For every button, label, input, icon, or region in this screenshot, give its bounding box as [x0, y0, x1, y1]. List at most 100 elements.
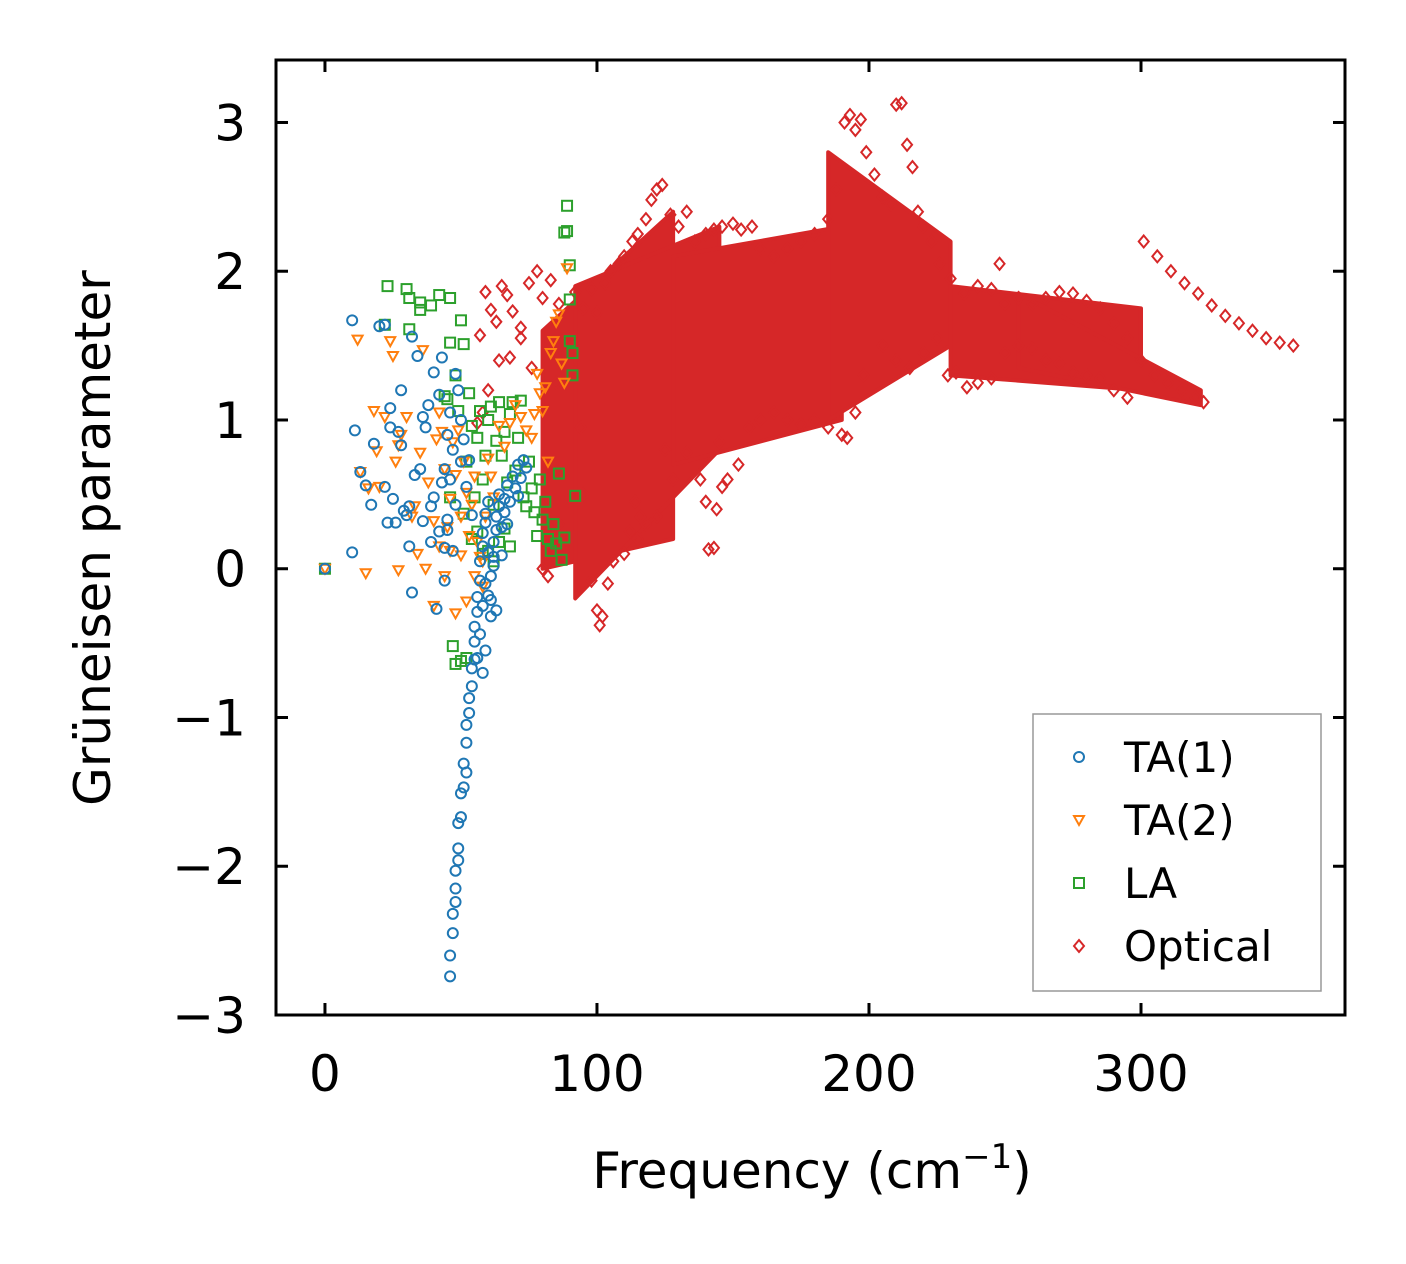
- optical-point: [849, 122, 862, 138]
- ta-1-point: [416, 515, 429, 528]
- y-axis-label: Grüneisen parameter: [64, 270, 122, 806]
- la-point: [561, 199, 574, 212]
- optical-point: [1066, 285, 1080, 302]
- ta-1-point: [446, 907, 459, 920]
- ta-1-point: [386, 492, 399, 505]
- optical-point: [699, 494, 713, 510]
- optical-point: [1121, 390, 1134, 406]
- ta-1-point: [406, 330, 419, 343]
- optical-point: [794, 233, 808, 250]
- optical-point: [707, 540, 721, 556]
- optical-point: [944, 271, 957, 287]
- ta-1-point: [454, 413, 467, 426]
- optical-point: [1134, 352, 1148, 369]
- ta-2-point: [465, 499, 479, 512]
- optical-point: [544, 272, 558, 288]
- optical-point: [876, 338, 889, 354]
- ta-2-point: [552, 309, 566, 322]
- ta-1-point: [487, 559, 500, 572]
- ta-2-point: [367, 406, 381, 419]
- ta-1-point: [395, 384, 408, 397]
- ta-1-point: [512, 489, 525, 502]
- optical-point: [917, 219, 930, 235]
- optical-point: [889, 97, 903, 113]
- la-point: [476, 473, 489, 486]
- optical-point: [680, 204, 694, 220]
- ta-1-point: [430, 602, 443, 615]
- la-point: [463, 387, 476, 400]
- ta-2-point: [372, 481, 387, 494]
- ta-1-point: [479, 644, 492, 657]
- la-point: [444, 336, 457, 349]
- optical-point: [596, 608, 609, 624]
- ta-1-point: [346, 546, 359, 559]
- ta-1-point: [395, 439, 408, 452]
- legend-box: [1032, 713, 1322, 992]
- la-point: [555, 553, 568, 566]
- optical-point: [1107, 315, 1121, 331]
- ta-1-point: [471, 591, 484, 604]
- ta-1-point: [403, 540, 416, 553]
- optical-point: [617, 546, 631, 562]
- ta-2-point: [530, 368, 544, 381]
- ta-2-point: [454, 511, 468, 524]
- optical-point: [1107, 382, 1121, 398]
- ta-2-point: [448, 608, 463, 621]
- ta-1-point: [479, 507, 492, 520]
- y-tick-label: −1: [172, 689, 246, 747]
- optical-point: [495, 278, 509, 294]
- optical-point: [1191, 285, 1205, 302]
- optical-point: [857, 367, 870, 383]
- ta-1-point: [460, 480, 473, 493]
- optical-point: [631, 531, 645, 547]
- ta-1-point: [452, 842, 465, 855]
- ta-2-point: [503, 417, 517, 431]
- ta-1-point: [454, 811, 467, 824]
- optical-point: [985, 281, 998, 297]
- ta-1-point: [438, 463, 451, 476]
- optical-point: [1273, 335, 1287, 351]
- ta-1-point: [392, 425, 405, 438]
- ta-1-point: [452, 384, 465, 397]
- optical-point: [1246, 323, 1259, 339]
- legend-marker-optical: [1072, 938, 1086, 954]
- optical-point: [1121, 330, 1134, 346]
- la-point: [558, 531, 571, 544]
- ta-1-point: [465, 680, 478, 693]
- la-point: [425, 299, 438, 312]
- axis-ticks: 0 100 200 300 −3 −2 −1 0 1 2 3: [172, 60, 1345, 1103]
- ta-1-point: [427, 491, 440, 504]
- optical-point: [590, 305, 604, 321]
- optical-point: [639, 211, 653, 227]
- optical-point: [1189, 390, 1202, 406]
- ta-1-point: [449, 367, 462, 380]
- y-tick-label: −2: [172, 838, 246, 896]
- optical-point: [655, 177, 669, 193]
- optical-point: [998, 345, 1012, 361]
- la-point: [381, 280, 394, 293]
- ta-2-point: [418, 563, 433, 576]
- optical-point: [530, 263, 544, 279]
- optical-point: [1178, 275, 1191, 291]
- optical-point: [503, 349, 517, 366]
- optical-point: [606, 553, 620, 569]
- optical-point: [492, 352, 506, 369]
- optical-point: [699, 226, 713, 242]
- optical-point: [574, 419, 587, 435]
- ta-1-point: [416, 411, 429, 424]
- ta-1-point: [438, 574, 451, 587]
- y-tick-label: −3: [172, 987, 246, 1045]
- optical-point: [593, 617, 606, 633]
- optical-point: [631, 226, 645, 242]
- optical-point: [1259, 330, 1273, 346]
- ta-1-point: [509, 482, 522, 495]
- ta-1-point: [446, 443, 459, 456]
- optical-point: [732, 457, 745, 473]
- la-point: [403, 323, 416, 336]
- y-tick-label: 0: [214, 541, 246, 599]
- optical-point: [702, 541, 715, 557]
- legend-label-la: LA: [1124, 859, 1177, 908]
- optical-point: [481, 382, 495, 398]
- ta-1-point: [318, 562, 331, 575]
- optical-point: [906, 159, 919, 175]
